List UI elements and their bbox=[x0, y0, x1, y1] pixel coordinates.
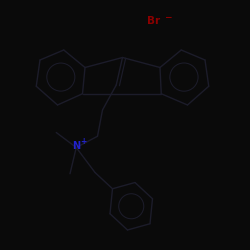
Text: N: N bbox=[72, 141, 80, 151]
Text: Br: Br bbox=[148, 16, 160, 26]
Text: −: − bbox=[164, 13, 172, 22]
Text: +: + bbox=[80, 138, 86, 146]
